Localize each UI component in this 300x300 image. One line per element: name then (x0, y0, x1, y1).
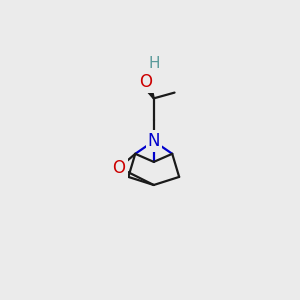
Text: N: N (148, 132, 160, 150)
Text: H: H (148, 56, 160, 71)
Polygon shape (141, 80, 154, 99)
Text: O: O (139, 73, 152, 91)
Text: O: O (112, 159, 126, 177)
